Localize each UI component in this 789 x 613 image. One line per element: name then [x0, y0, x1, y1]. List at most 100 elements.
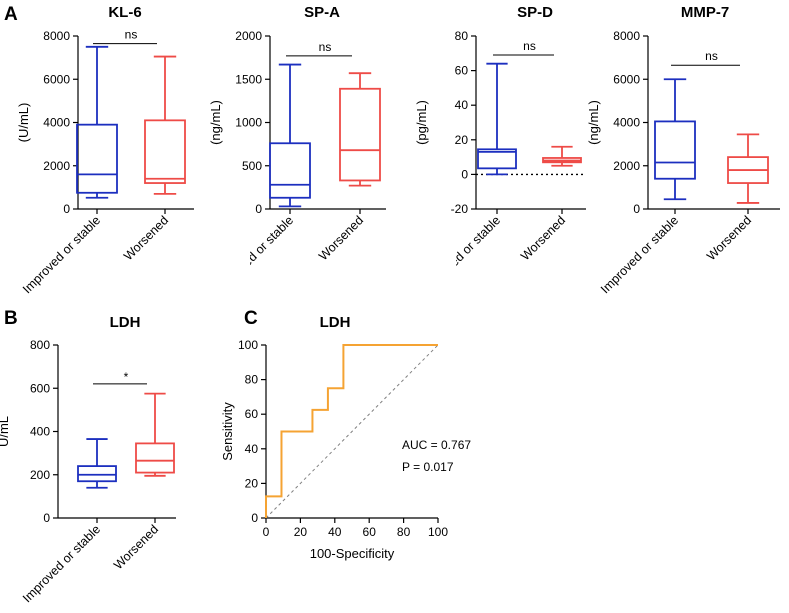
category-labels: Improved or stable Worsened — [598, 213, 754, 296]
box-worsened — [727, 133, 769, 204]
panel-label-a: A — [4, 4, 18, 25]
category-labels: Improved or stable Worsened — [420, 213, 568, 296]
y-axis-label: (U/mL) — [16, 103, 31, 143]
y-axis-label: (pg/mL) — [414, 100, 429, 145]
box-improved-or-stable — [77, 438, 117, 489]
x-category-label: Improved or stable — [20, 213, 103, 296]
x-tick-label: 20 — [294, 525, 308, 539]
y-tick-label: 0 — [633, 202, 640, 216]
roc-curve — [265, 344, 438, 518]
y-tick-label: 8000 — [43, 29, 70, 43]
y-tick-label: 20 — [455, 133, 469, 147]
y-tick-label: 60 — [245, 407, 259, 421]
y-tick-label: 4000 — [613, 116, 640, 130]
box-improved-or-stable — [269, 63, 311, 208]
x-tick-label: 60 — [363, 525, 377, 539]
y-tick-label: 80 — [245, 373, 259, 387]
iqr-box — [135, 442, 175, 474]
box-improved-or-stable — [654, 78, 696, 201]
box-improved-or-stable — [76, 45, 118, 199]
x-category-label: Worsened — [316, 213, 366, 263]
y-axis-label: (ng/mL) — [586, 100, 601, 145]
y-tick-label: 40 — [245, 442, 259, 456]
iqr-box — [77, 465, 117, 483]
y-tick-label: 1500 — [235, 72, 262, 86]
x-tick-label: 80 — [397, 525, 411, 539]
x-category-label: Improved or stable — [420, 213, 503, 296]
box-chart-3: -20 0 20 40 60 80 SP-D (pg/mL) ns Improved or sta… — [414, 4, 586, 296]
x-category-label: Worsened — [121, 213, 171, 263]
y-tick-label: 100 — [238, 338, 258, 352]
box-chart-1: 0 2000 4000 6000 8000 KL-6 (U/mL) ns Improved or… — [16, 4, 194, 296]
x-tick-label: 40 — [328, 525, 342, 539]
box-chart-5: 0 200 400 600 800 LDH U/mL * Improved or stable W… — [0, 314, 176, 605]
y-tick-label: 1000 — [235, 116, 262, 130]
significance-label: ns — [125, 28, 138, 42]
panel-label-c: C — [244, 308, 258, 329]
y-tick-label: 0 — [251, 511, 258, 525]
y-tick-label: 2000 — [613, 159, 640, 173]
box-worsened — [542, 145, 582, 167]
chart-title: SP-A — [304, 4, 340, 21]
y-tick-label: 2000 — [43, 159, 70, 173]
y-tick-label: 500 — [242, 159, 262, 173]
y-tick-label: 6000 — [43, 72, 70, 86]
y-axis-label: (ng/mL) — [208, 100, 223, 145]
x-category-label: Improved or stable — [598, 213, 681, 296]
y-tick-label: 20 — [245, 476, 259, 490]
chart-title: LDH — [320, 314, 351, 331]
roc-chart: 0 20 40 60 80 100 0 20 40 60 80 100 LDH 100-Specifici… — [220, 314, 471, 561]
iqr-box — [477, 148, 517, 170]
box-worsened — [339, 72, 381, 187]
category-labels: Improved or stable Worsened — [20, 213, 171, 296]
x-tick-label: 0 — [263, 525, 270, 539]
x-category-label: Worsened — [518, 213, 568, 263]
y-tick-label: 0 — [43, 511, 50, 525]
y-tick-label: 60 — [455, 64, 469, 78]
iqr-box — [339, 87, 381, 182]
iqr-box — [654, 120, 696, 180]
x-tick-label: 100 — [428, 525, 448, 539]
box-chart-2: 0 500 1000 1500 2000 SP-A (ng/mL) ns Improved or… — [208, 4, 386, 296]
box-worsened — [144, 55, 186, 195]
x-category-label: Improved or stable — [20, 522, 103, 605]
y-tick-label: 200 — [30, 468, 50, 482]
y-tick-label: 2000 — [235, 29, 262, 43]
significance-label: ns — [319, 40, 332, 54]
iqr-box — [269, 142, 311, 199]
x-axis-label: 100-Specificity — [310, 546, 395, 561]
chart-title: MMP-7 — [681, 4, 729, 21]
p-value-annotation: P = 0.017 — [402, 460, 454, 474]
box-worsened — [135, 392, 175, 477]
y-tick-label: 8000 — [613, 29, 640, 43]
y-tick-label: 6000 — [613, 72, 640, 86]
chart-title: SP-D — [517, 4, 553, 21]
chart-title: LDH — [110, 314, 141, 331]
chart-title: KL-6 — [108, 4, 141, 21]
x-category-label: Improved or stable — [213, 213, 296, 296]
iqr-box — [144, 119, 186, 184]
y-axis-label: Sensitivity — [220, 402, 235, 461]
y-tick-label: 0 — [461, 167, 468, 181]
box-chart-4: 0 2000 4000 6000 8000 MMP-7 (ng/mL) ns Improved … — [586, 4, 780, 296]
auc-annotation: AUC = 0.767 — [402, 438, 471, 452]
y-axis-label: U/mL — [0, 416, 11, 447]
y-tick-label: 600 — [30, 381, 50, 395]
iqr-box — [76, 123, 118, 194]
box-improved-or-stable — [477, 62, 517, 176]
y-tick-label: 4000 — [43, 116, 70, 130]
y-tick-label: 0 — [255, 202, 262, 216]
significance-label: * — [124, 370, 129, 384]
x-category-label: Worsened — [704, 213, 754, 263]
y-tick-label: 40 — [455, 98, 469, 112]
y-tick-label: -20 — [451, 202, 469, 216]
y-tick-label: 80 — [455, 29, 469, 43]
significance-label: ns — [705, 49, 718, 63]
significance-label: ns — [523, 39, 536, 53]
x-category-label: Worsened — [111, 522, 161, 572]
y-tick-label: 400 — [30, 425, 50, 439]
category-labels: Improved or stable Worsened — [20, 522, 161, 605]
panel-label-b: B — [4, 308, 18, 329]
y-tick-label: 800 — [30, 338, 50, 352]
